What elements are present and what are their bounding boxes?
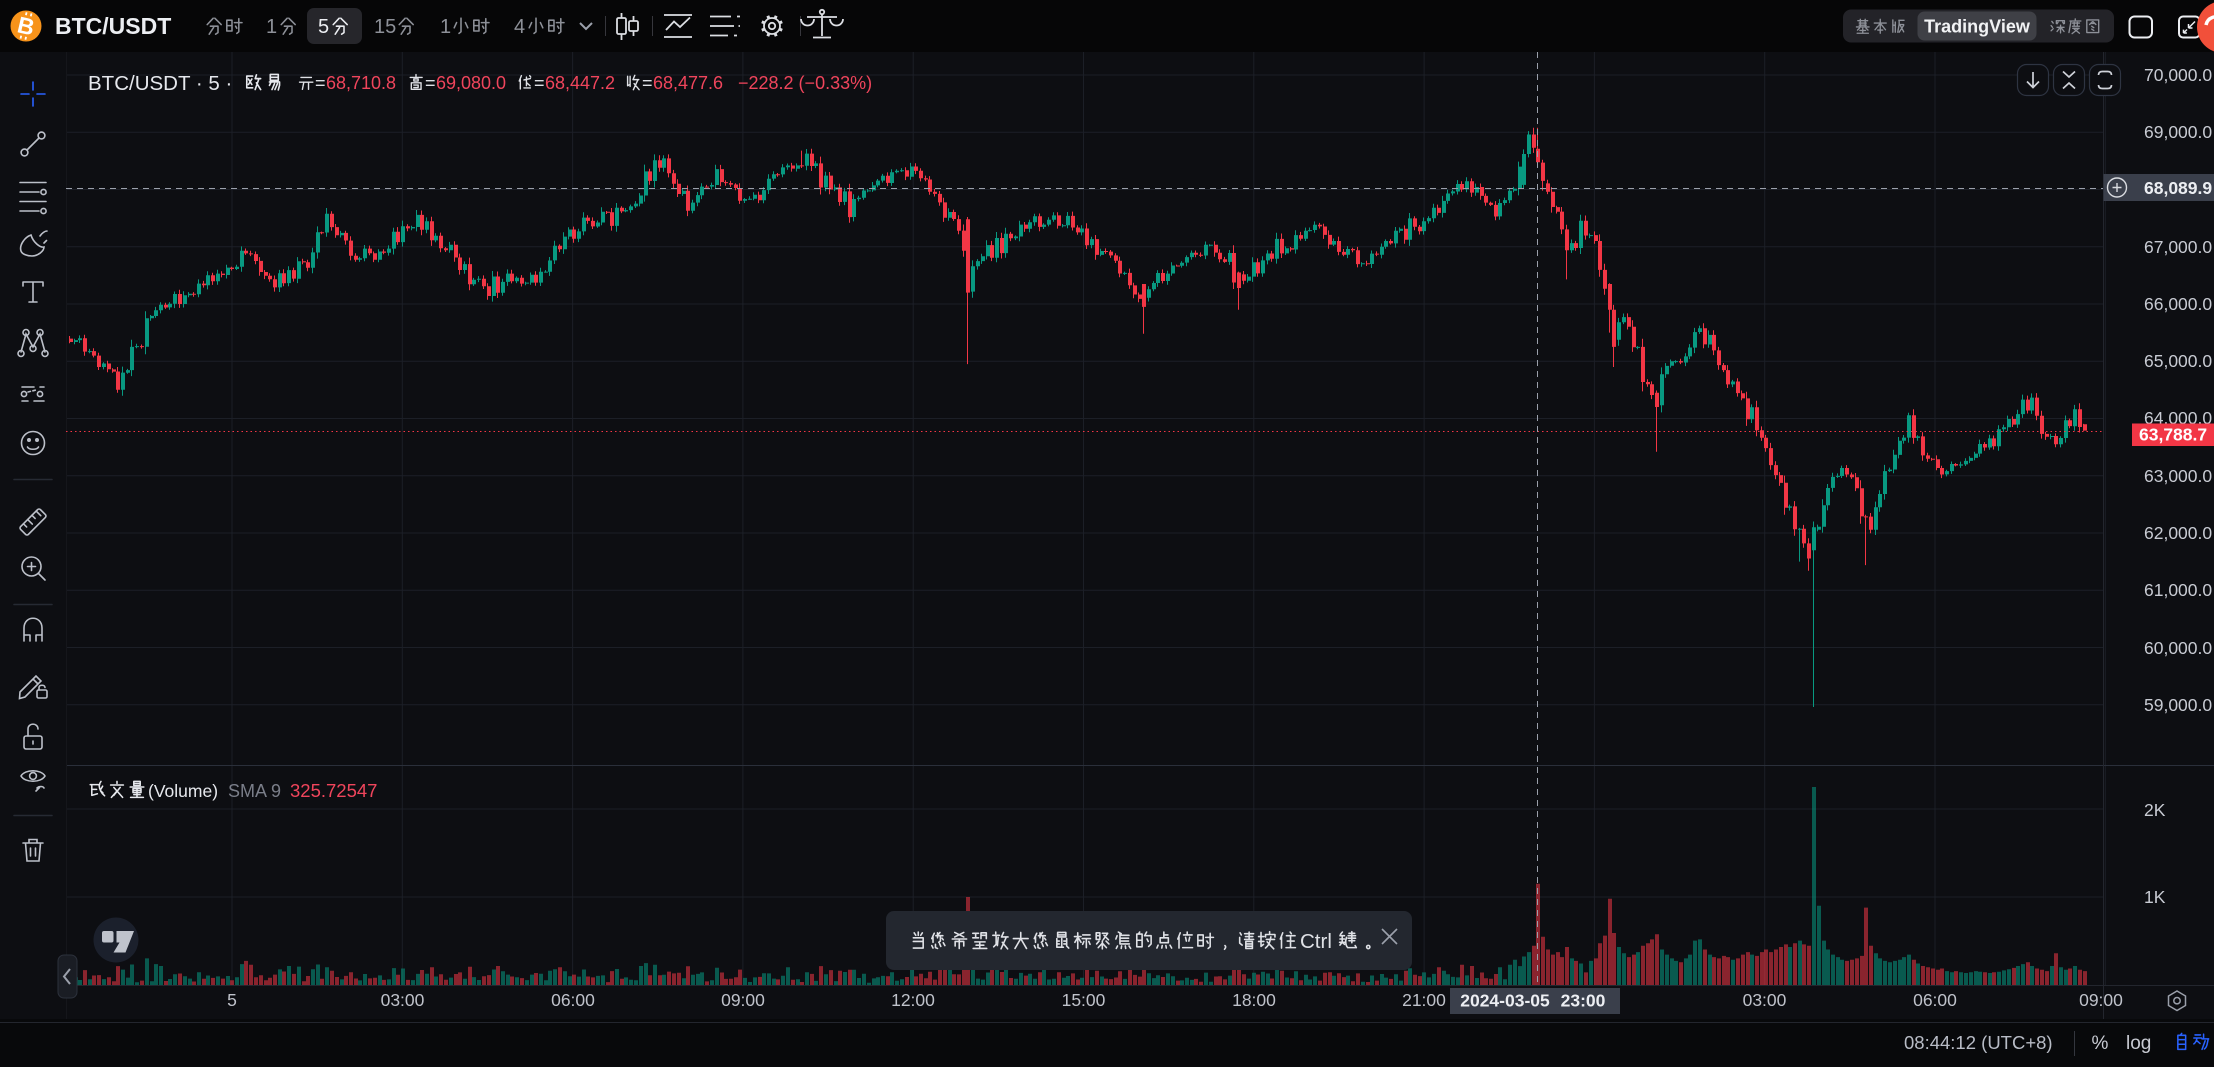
- svg-text:1K: 1K: [2144, 887, 2166, 907]
- svg-text:06:00: 06:00: [1913, 990, 1957, 1010]
- svg-text:TradingView: TradingView: [1924, 17, 2031, 37]
- svg-text:325.72547: 325.72547: [290, 780, 377, 801]
- svg-text:68,089.9: 68,089.9: [2144, 178, 2212, 198]
- svg-text:4: 4: [514, 16, 525, 38]
- svg-text:1: 1: [440, 16, 451, 38]
- svg-text:63,000.0: 63,000.0: [2144, 466, 2212, 486]
- svg-text:=: =: [425, 73, 436, 93]
- svg-text:69,000.0: 69,000.0: [2144, 122, 2212, 142]
- svg-text:Ctrl: Ctrl: [1300, 930, 1332, 953]
- svg-text:03:00: 03:00: [1743, 990, 1787, 1010]
- svg-text:64,000.0: 64,000.0: [2144, 408, 2212, 428]
- svg-text:log: log: [2126, 1033, 2151, 1054]
- svg-text:%: %: [2092, 1033, 2109, 1054]
- svg-text:=: =: [642, 73, 653, 93]
- svg-text:67,000.0: 67,000.0: [2144, 237, 2212, 257]
- svg-text:−228.2 (−0.33%): −228.2 (−0.33%): [738, 73, 872, 93]
- svg-text:BTC/USDT · 5 ·: BTC/USDT · 5 ·: [88, 72, 232, 95]
- svg-text:09:00: 09:00: [2079, 990, 2123, 1010]
- svg-text:1: 1: [266, 16, 277, 38]
- svg-text:08:44:12 (UTC+8): 08:44:12 (UTC+8): [1904, 1032, 2053, 1053]
- svg-text:69,080.0: 69,080.0: [436, 73, 506, 93]
- svg-text:09:00: 09:00: [721, 990, 765, 1010]
- svg-text:68,710.8: 68,710.8: [326, 73, 396, 93]
- svg-text:18:00: 18:00: [1232, 990, 1276, 1010]
- svg-text:68,477.6: 68,477.6: [653, 73, 723, 93]
- svg-text:2K: 2K: [2144, 800, 2166, 820]
- svg-text:68,447.2: 68,447.2: [545, 73, 615, 93]
- svg-text:12:00: 12:00: [891, 990, 935, 1010]
- svg-text:66,000.0: 66,000.0: [2144, 294, 2212, 314]
- svg-text:5: 5: [318, 16, 329, 38]
- svg-text:23:00: 23:00: [1561, 991, 1606, 1011]
- svg-text:B: B: [15, 11, 37, 40]
- svg-text:65,000.0: 65,000.0: [2144, 351, 2212, 371]
- svg-text:=: =: [534, 73, 545, 93]
- svg-text:15: 15: [374, 16, 396, 38]
- svg-text:70,000.0: 70,000.0: [2144, 65, 2212, 85]
- svg-text:(Volume): (Volume): [148, 781, 218, 801]
- svg-text:60,000.0: 60,000.0: [2144, 638, 2212, 658]
- svg-text:21:00: 21:00: [1402, 990, 1446, 1010]
- svg-text:61,000.0: 61,000.0: [2144, 580, 2212, 600]
- svg-text:=: =: [315, 73, 326, 93]
- svg-text:62,000.0: 62,000.0: [2144, 523, 2212, 543]
- svg-text:5: 5: [227, 990, 237, 1010]
- svg-text:59,000.0: 59,000.0: [2144, 695, 2212, 715]
- svg-text:BTC/USDT: BTC/USDT: [55, 13, 171, 39]
- svg-text:2024-03-05: 2024-03-05: [1460, 991, 1550, 1011]
- svg-text:15:00: 15:00: [1062, 990, 1106, 1010]
- svg-text:63,788.7: 63,788.7: [2139, 425, 2207, 445]
- svg-text:06:00: 06:00: [551, 990, 595, 1010]
- svg-text:SMA 9: SMA 9: [228, 781, 281, 801]
- svg-text:03:00: 03:00: [381, 990, 425, 1010]
